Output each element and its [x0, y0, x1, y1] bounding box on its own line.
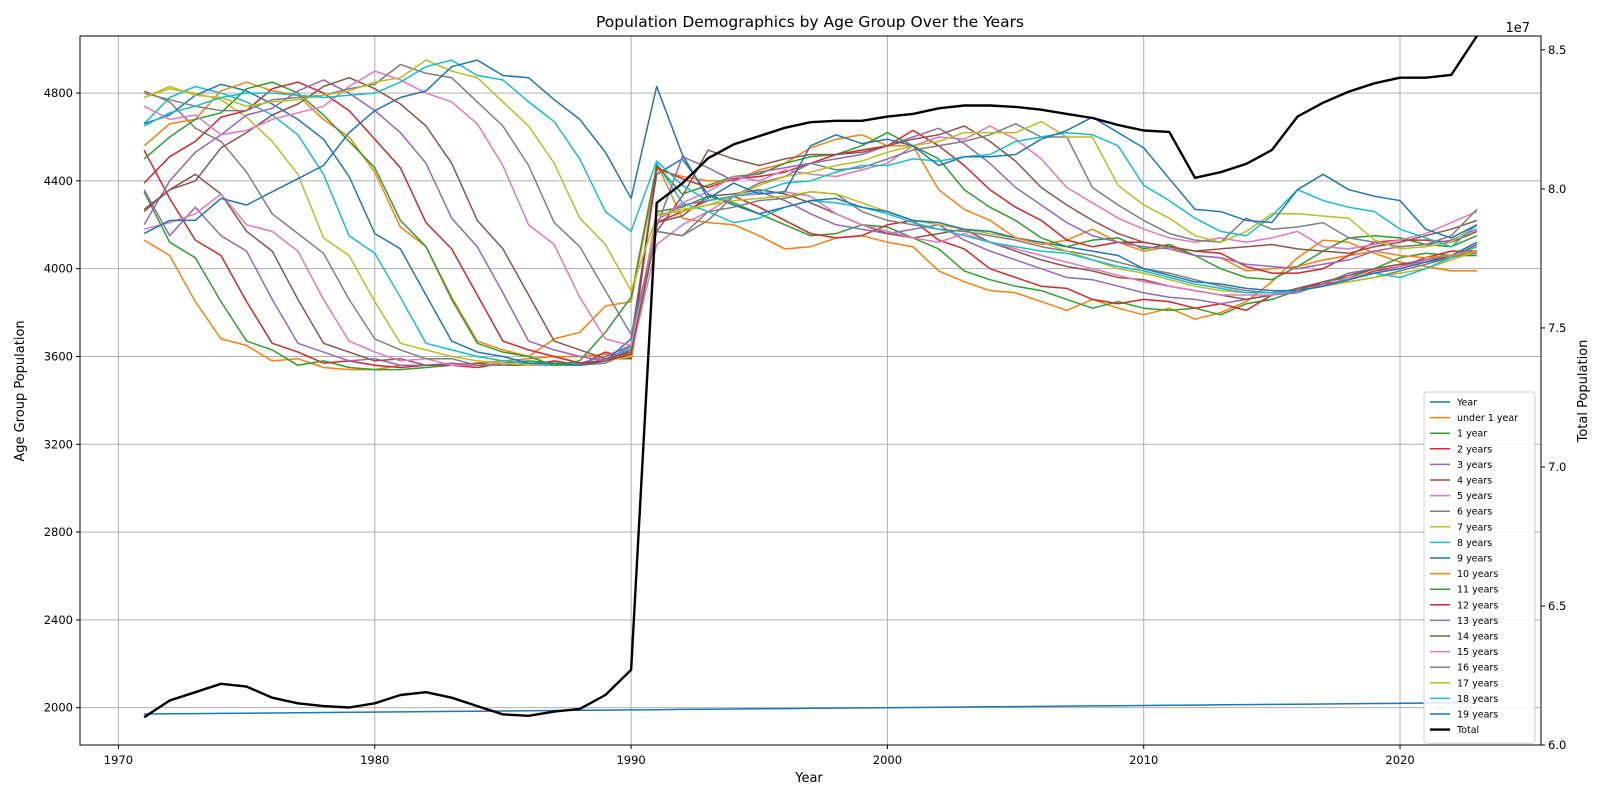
- y-tick-label: 2400: [44, 613, 73, 627]
- y-tick-label: 3200: [44, 437, 73, 451]
- chart-title: Population Demographics by Age Group Ove…: [596, 13, 1024, 31]
- legend-label: Total: [1456, 725, 1479, 736]
- series-line-2: [143, 191, 1477, 371]
- legend-label: 11 years: [1457, 585, 1498, 596]
- legend-label: under 1 year: [1457, 413, 1518, 424]
- series-line-3: [143, 149, 1477, 369]
- series-line-0: [144, 701, 1477, 715]
- x-tick-label: 1970: [104, 753, 133, 767]
- legend-label: 8 years: [1457, 538, 1492, 549]
- series-line-15: [143, 76, 1478, 360]
- legend-label: 19 years: [1457, 710, 1498, 721]
- y-right-tick-label: 6.0: [1548, 738, 1566, 752]
- y-right-tick-label: 7.0: [1548, 460, 1566, 474]
- y-axis-left: 2000 2400 2800 3200 3600 4000 4400 4800: [44, 86, 80, 715]
- right-axis-multiplier: 1e7: [1505, 21, 1530, 36]
- legend-label: 2 years: [1457, 444, 1492, 455]
- legend-label: 9 years: [1457, 554, 1492, 565]
- series-line-19: [143, 59, 1478, 248]
- legend-label: 10 years: [1457, 569, 1498, 580]
- legend-label: 15 years: [1457, 647, 1498, 658]
- series-line-10: [143, 83, 1478, 367]
- legend-label: 5 years: [1457, 491, 1492, 502]
- plot-frame: [79, 35, 1542, 746]
- series-line-18: [143, 59, 1478, 292]
- series-line-11: [143, 81, 1478, 358]
- grid-lines: [80, 36, 1541, 745]
- y-tick-label: 4400: [44, 174, 73, 188]
- x-tick-label: 1990: [616, 753, 645, 767]
- series-line-21: [143, 35, 1478, 719]
- y-tick-label: 2800: [44, 525, 73, 539]
- legend: Year under 1 year 1 year 2 years 3 years 4 ye…: [1423, 391, 1536, 744]
- series-line-20: [143, 59, 1478, 239]
- y-right-tick-label: 8.0: [1548, 182, 1566, 196]
- legend-label: 4 years: [1457, 476, 1492, 487]
- legend-label: 1 year: [1457, 429, 1487, 440]
- series-layer: [143, 35, 1478, 719]
- legend-label: 12 years: [1457, 600, 1498, 611]
- y-right-tick-label: 6.5: [1548, 599, 1566, 613]
- y-tick-label: 4000: [44, 262, 73, 276]
- series-line-8: [143, 87, 1478, 367]
- legend-label: 14 years: [1457, 632, 1498, 643]
- x-axis: 1970 1980 1990 2000 2010 2020: [104, 745, 1415, 767]
- legend-label: 6 years: [1457, 507, 1492, 518]
- series-line-9: [143, 85, 1478, 367]
- x-tick-label: 2020: [1385, 753, 1414, 767]
- legend-label: 3 years: [1457, 460, 1492, 471]
- y-right-tick-label: 8.5: [1548, 43, 1566, 57]
- y-tick-label: 2000: [44, 701, 73, 715]
- y-axis-right-label: Total Population: [1576, 340, 1591, 444]
- series-line-16: [143, 70, 1478, 347]
- y-right-tick-label: 7.5: [1548, 321, 1566, 335]
- x-tick-label: 1980: [360, 753, 389, 767]
- y-axis-right: 6.0 6.5 7.0 7.5 8.0 8.5: [1541, 43, 1566, 752]
- legend-label: 7 years: [1457, 522, 1492, 533]
- series-line-5: [143, 173, 1478, 367]
- x-tick-label: 2010: [1129, 753, 1158, 767]
- y-axis-label: Age Group Population: [13, 320, 28, 461]
- legend-label: 16 years: [1457, 663, 1498, 674]
- y-tick-label: 3600: [44, 349, 73, 363]
- legend-label: 17 years: [1457, 678, 1498, 689]
- legend-box: [1423, 391, 1536, 744]
- legend-label: 13 years: [1457, 616, 1498, 627]
- legend-label: 18 years: [1457, 694, 1498, 705]
- series-line-6: [143, 191, 1478, 367]
- legend-label: Year: [1456, 398, 1477, 409]
- x-tick-label: 2000: [873, 753, 902, 767]
- y-tick-label: 4800: [44, 86, 73, 100]
- series-line-12: [143, 81, 1478, 367]
- x-axis-label: Year: [794, 771, 823, 786]
